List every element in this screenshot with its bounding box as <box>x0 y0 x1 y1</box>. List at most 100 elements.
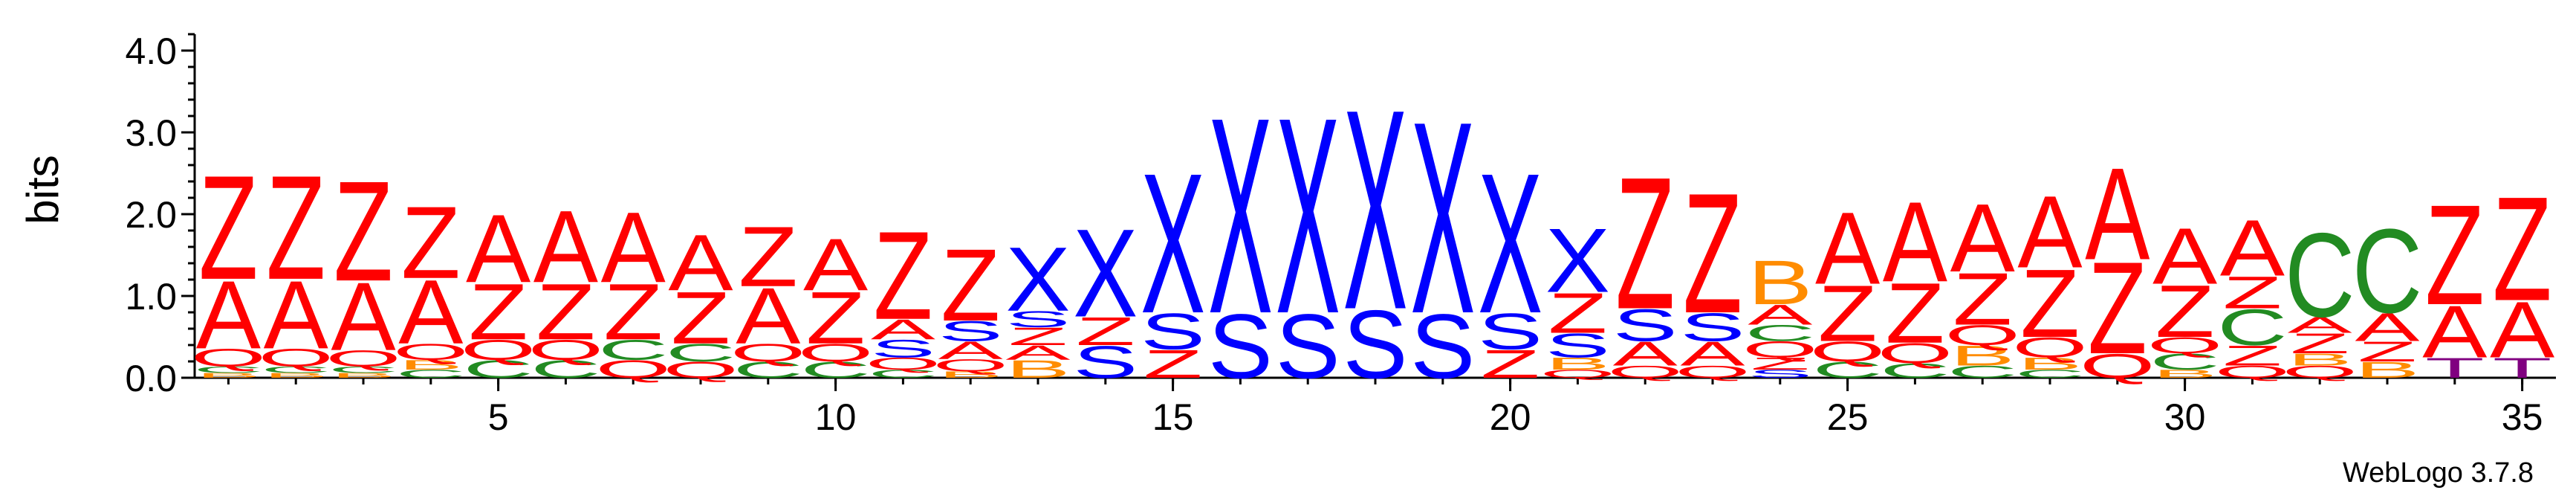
x-tick-label: 5 <box>488 396 509 438</box>
logo-letter-x: X <box>1276 59 1340 372</box>
logo-letter-z: Z <box>1143 342 1203 387</box>
logo-letter-q: Q <box>798 339 874 367</box>
logo-letter-q: Q <box>325 346 401 371</box>
logo-letter-z: Z <box>2222 340 2282 372</box>
logo-letter-z: Z <box>1818 269 1878 358</box>
logo-letter-b: B <box>2355 357 2419 382</box>
logo-letter-q: Q <box>663 357 739 382</box>
logo-letter-a: A <box>1950 184 2015 292</box>
logo-letter-z: Z <box>536 268 595 357</box>
logo-letter-a: A <box>1748 299 1813 331</box>
logo-letter-a: A <box>803 223 869 306</box>
logo-letter-b: B <box>1005 355 1070 384</box>
logo-letter-q: Q <box>932 355 1008 375</box>
logo-letter-q: Q <box>461 335 536 367</box>
logo-letter-c: C <box>396 367 466 380</box>
logo-letter-a: A <box>398 260 464 363</box>
logo-letter-c: C <box>531 355 600 384</box>
logo-letter-z: Z <box>1953 257 2012 341</box>
logo-letter-b: B <box>2288 350 2352 370</box>
logo-letter-z: Z <box>401 184 461 300</box>
logo-letter-z: Z <box>873 206 932 347</box>
logo-letter-c: C <box>193 364 263 375</box>
logo-letter-a: A <box>668 219 733 308</box>
logo-letter-q: Q <box>1540 367 1616 380</box>
logo-letter-q: Q <box>595 355 671 384</box>
logo-letter-q: Q <box>2147 332 2223 358</box>
logo-letter-z: Z <box>2493 165 2552 332</box>
logo-letter-q: Q <box>1742 337 1818 362</box>
logo-letter-q: Q <box>730 339 806 367</box>
logo-letter-s: S <box>1545 326 1610 365</box>
logo-letter-q: Q <box>1675 362 1751 381</box>
logo-letter-z: Z <box>1481 342 1540 387</box>
logo-letter-z: Z <box>603 268 663 357</box>
logo-letter-b: B <box>331 372 395 379</box>
logo-letter-b: B <box>196 372 261 379</box>
logo-letter-z: Z <box>739 209 798 305</box>
logo-letter-z: Z <box>806 277 866 360</box>
logo-letter-c: C <box>2150 349 2219 374</box>
x-tick-label: 10 <box>815 396 857 438</box>
logo-letter-a: A <box>1883 178 1947 306</box>
y-tick-label: 2.0 <box>125 194 177 236</box>
y-tick-label: 0.0 <box>125 358 177 399</box>
logo-letter-c: C <box>463 355 533 384</box>
logo-letter-s: S <box>1748 367 1812 380</box>
logo-letter-b: B <box>938 370 1003 380</box>
logo-letter-z: Z <box>469 268 528 357</box>
logo-letter-z: Z <box>266 144 325 311</box>
logo-letter-z: Z <box>1885 265 1944 361</box>
logo-letter-q: Q <box>1810 336 1886 368</box>
logo-letter-a: A <box>2355 306 2420 350</box>
logo-letter-z: Z <box>2155 270 2215 353</box>
logo-letter-s: S <box>1613 300 1678 351</box>
logo-letter-a: A <box>2288 312 2353 338</box>
logo-letter-x: X <box>1073 203 1138 344</box>
logo-letter-c: C <box>2217 299 2287 356</box>
logo-letter-x: X <box>1005 228 1070 330</box>
logo-stacks: BCQAZBCQAZBCQAZCBQAZCQZACQZAQCZAQCZACQAZ… <box>191 49 2555 399</box>
logo-letter-b: B <box>1748 248 1812 318</box>
logo-letter-a: A <box>2017 174 2082 289</box>
logo-letter-q: Q <box>866 354 941 373</box>
logo-letter-s: S <box>1343 290 1407 399</box>
logo-letter-q: Q <box>1607 362 1683 381</box>
logo-letter-z: Z <box>941 228 1000 343</box>
y-tick-label: 4.0 <box>125 30 177 72</box>
logo-letter-z: Z <box>2358 336 2417 368</box>
logo-letter-b: B <box>2017 354 2082 373</box>
logo-letter-s: S <box>871 335 935 363</box>
logo-letter-q: Q <box>2012 332 2088 364</box>
logo-letter-s: S <box>1276 295 1340 398</box>
logo-letter-q: Q <box>1878 338 1953 370</box>
logo-letter-a: A <box>2220 204 2285 293</box>
logo-letter-a: A <box>533 189 598 304</box>
logo-letter-q: Q <box>191 344 267 373</box>
logo-letter-q: Q <box>2080 347 2155 385</box>
logo-letter-b: B <box>264 372 328 379</box>
logo-letter-s: S <box>938 315 1003 347</box>
logo-letter-b: B <box>1950 340 2015 372</box>
logo-letter-z: Z <box>671 277 730 360</box>
logo-letter-z: Z <box>198 144 258 311</box>
logo-letter-q: Q <box>393 339 469 364</box>
logo-letter-a: A <box>736 272 800 361</box>
logo-letter-z: Z <box>2088 234 2147 381</box>
logo-letter-z: Z <box>1076 309 1135 354</box>
logo-letter-c: C <box>868 367 938 380</box>
logo-letter-b: B <box>2152 367 2217 380</box>
logo-letter-s: S <box>1141 303 1205 360</box>
logo-letter-s: S <box>1680 306 1745 350</box>
logo-letter-a: A <box>331 263 395 371</box>
logo-letter-x: X <box>1208 59 1273 372</box>
y-tick-label: 1.0 <box>125 276 177 318</box>
logo-letter-z: Z <box>2020 249 2080 358</box>
logo-letter-q: Q <box>1944 320 2020 352</box>
logo-letter-z: Z <box>1751 354 1810 373</box>
logo-letter-a: A <box>466 194 531 303</box>
x-tick-label: 20 <box>1490 396 1531 438</box>
logo-letter-c: C <box>1947 362 2017 381</box>
logo-letter-q: Q <box>258 344 334 373</box>
